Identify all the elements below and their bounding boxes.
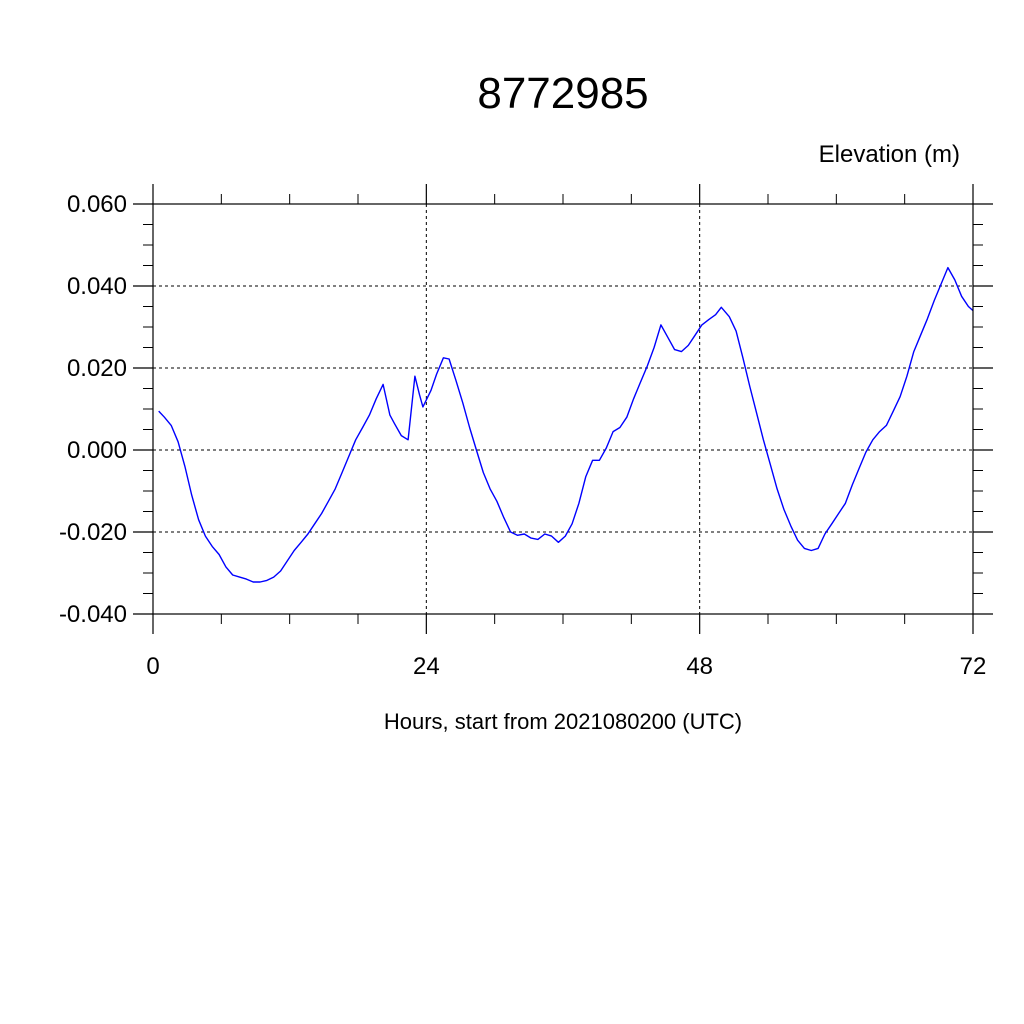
x-tick-label: 72: [960, 653, 987, 680]
y-tick-label: 0.000: [67, 437, 127, 464]
x-tick-label: 0: [146, 653, 159, 680]
y-tick-label: -0.020: [59, 519, 127, 546]
y-tick-label: -0.040: [59, 601, 127, 628]
y-tick-label: 0.020: [67, 355, 127, 382]
y-tick-label: 0.040: [67, 273, 127, 300]
series-line: [158, 266, 974, 583]
minor-ticks: [143, 194, 983, 624]
x-tick-label: 48: [686, 653, 713, 680]
x-tick-label: 24: [413, 653, 440, 680]
x-axis-label: Hours, start from 2021080200 (UTC): [384, 709, 742, 734]
major-ticks: [133, 184, 993, 634]
x-tick-labels: 0 24 48 72: [146, 653, 986, 680]
y-tick-label: 0.060: [67, 191, 127, 218]
series-layer: [158, 266, 974, 583]
y-tick-labels: -0.040 -0.020 0.000 0.020 0.040 0.060: [59, 191, 127, 628]
chart-title: 8772985: [477, 69, 648, 118]
plot-frame: [152, 203, 974, 615]
y-axis-label: Elevation (m): [819, 141, 960, 168]
